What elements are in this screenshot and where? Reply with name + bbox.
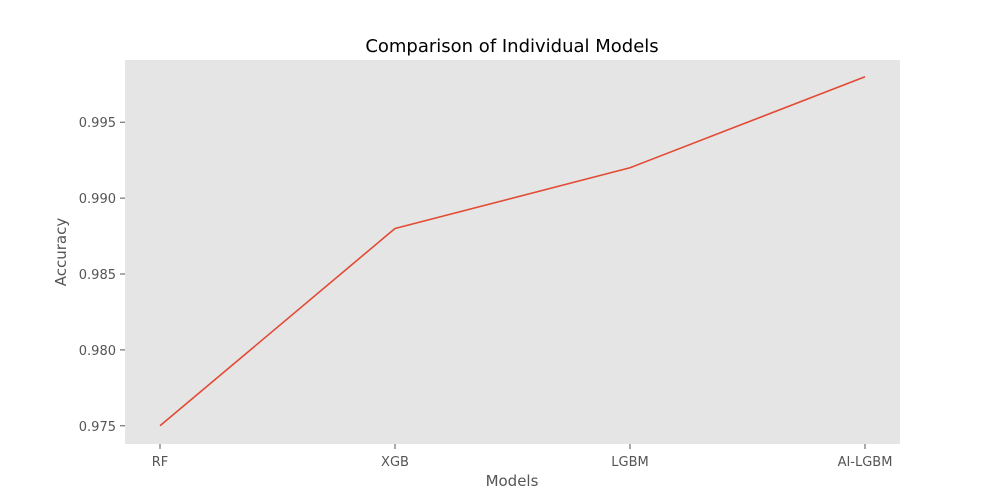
y-tick-label: 0.985 [79, 268, 116, 283]
y-tick-label: 0.975 [79, 420, 116, 435]
x-axis-label: Models [486, 472, 539, 490]
x-tick-label: XGB [381, 455, 409, 470]
x-tick-label: LGBM [611, 455, 648, 470]
x-tick-label: RF [152, 455, 169, 470]
y-tick-label: 0.995 [79, 116, 116, 131]
y-axis-ticks: 0.975 0.980 0.985 0.990 0.995 [79, 116, 125, 435]
plot-area [125, 60, 900, 444]
y-tick-label: 0.990 [79, 192, 116, 207]
series-line [159, 75, 866, 427]
series-layer [159, 75, 866, 427]
x-axis-ticks: RF XGB LGBM AI-LGBM [152, 444, 893, 470]
x-tick-label: AI-LGBM [838, 455, 893, 470]
chart-title: Comparison of Individual Models [365, 36, 658, 57]
y-axis-label: Accuracy [52, 218, 70, 287]
y-tick-label: 0.980 [79, 344, 116, 359]
